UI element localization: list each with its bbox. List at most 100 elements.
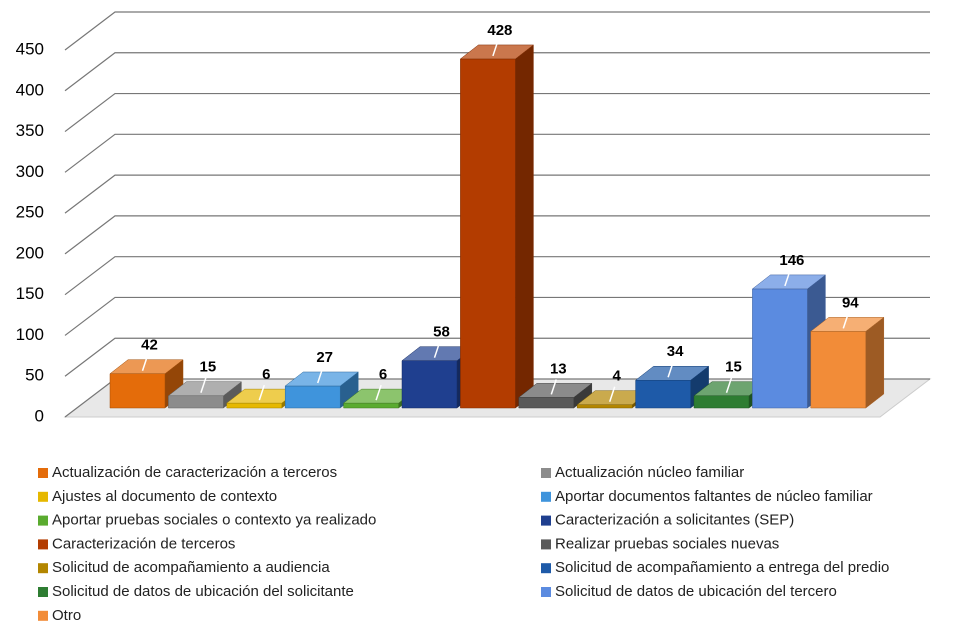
bar-front: [343, 402, 399, 409]
bar-side: [865, 316, 885, 409]
bar-front: [693, 395, 750, 409]
leader-line: [784, 270, 791, 287]
value-label: 146: [779, 252, 804, 269]
y-tick-label: 400: [16, 80, 44, 99]
bar-top: [109, 359, 184, 374]
leader-line: [550, 379, 558, 395]
legend-swatch: [541, 515, 551, 526]
y-tick-label: 100: [16, 325, 44, 344]
legend-label: Solicitud de acompañamiento a entrega de…: [555, 559, 889, 576]
legend-label: Solicitud de datos de ubicación del terc…: [555, 583, 837, 600]
grid-line: [64, 11, 930, 51]
bar-front: [284, 385, 341, 409]
y-tick-label: 450: [16, 39, 44, 58]
legend-swatch: [38, 610, 48, 621]
legend-swatch: [541, 491, 551, 502]
value-label: 13: [550, 360, 567, 377]
leader-line: [258, 384, 266, 401]
bar-top: [810, 317, 885, 332]
leader-line: [316, 367, 324, 384]
grid-line: [64, 337, 930, 377]
bar-top: [518, 383, 593, 398]
leader-line: [141, 355, 149, 371]
grid-line: [64, 215, 930, 255]
leader-line: [842, 313, 850, 329]
legend-label: Caracterización de terceros: [52, 535, 235, 552]
grid-line: [64, 256, 930, 296]
bar-front: [460, 58, 516, 409]
bar: [518, 382, 593, 409]
leader-line: [375, 384, 382, 401]
legend-swatch: [38, 468, 48, 478]
value-label: 4: [613, 368, 622, 385]
leader-line: [433, 342, 441, 358]
y-tick-label: 50: [25, 366, 44, 385]
grid-line: [64, 174, 930, 214]
y-tick-label: 300: [16, 162, 44, 181]
bar: [634, 365, 710, 409]
legend-swatch: [38, 563, 48, 574]
value-label: 6: [262, 366, 270, 383]
bar: [459, 44, 535, 409]
bar-front: [576, 404, 633, 409]
grid-line: [64, 133, 930, 173]
bar-top: [459, 44, 535, 60]
bar-front: [635, 380, 691, 409]
bar-top: [284, 371, 359, 387]
value-label: 27: [316, 349, 333, 366]
leader-line: [725, 377, 733, 394]
bar-front: [752, 288, 808, 409]
value-label: 15: [200, 359, 217, 376]
legend-label: Caracterización a solicitantes (SEP): [555, 512, 794, 529]
legend-swatch: [38, 491, 48, 502]
bar-top: [167, 381, 243, 397]
y-tick-label: 150: [16, 284, 44, 303]
legend-swatch: [541, 587, 551, 597]
bar-front: [518, 397, 575, 409]
legend-label: Actualización núcleo familiar: [555, 464, 744, 481]
legend-label: Actualización de caracterización a terce…: [52, 464, 337, 481]
y-tick-label: 250: [16, 203, 44, 222]
value-label: 94: [842, 294, 859, 311]
bar-front: [109, 373, 166, 409]
legend-label: Otro: [52, 607, 81, 623]
value-label: 6: [379, 366, 387, 383]
legend-label: Aportar pruebas sociales o contexto ya r…: [52, 512, 376, 529]
legend-swatch: [38, 539, 48, 550]
legend-label: Solicitud de datos de ubicación del soli…: [52, 583, 354, 600]
legend-label: Aportar documentos faltantes de núcleo f…: [555, 488, 873, 505]
leader-line: [608, 386, 616, 402]
leader-line: [667, 362, 674, 378]
legend-swatch: [38, 515, 48, 526]
value-label: 58: [433, 324, 450, 341]
legend-label: Ajustes al documento de contexto: [52, 488, 277, 505]
bar-top: [634, 366, 710, 381]
legend-swatch: [541, 563, 551, 574]
value-label: 34: [667, 343, 684, 360]
value-label: 42: [141, 337, 158, 354]
bar-front: [168, 395, 224, 409]
legend-label: Solicitud de acompañamiento a audiencia: [52, 559, 330, 576]
value-label: 428: [487, 22, 512, 39]
bar-side: [515, 44, 534, 409]
grid-line: [64, 92, 930, 133]
bar-front: [810, 331, 867, 409]
y-tick-label: 0: [35, 406, 44, 425]
y-tick-label: 350: [16, 121, 44, 140]
y-tick-label: 200: [16, 243, 44, 262]
grid-line: [64, 296, 930, 336]
leader-line: [492, 40, 499, 57]
leader-line: [200, 377, 207, 394]
bar: [284, 371, 359, 409]
legend-swatch: [38, 587, 48, 597]
legend-swatch: [541, 468, 551, 478]
bar-front: [401, 360, 458, 409]
bar-front: [226, 402, 283, 409]
grid-line: [64, 52, 930, 92]
legend-label: Realizar pruebas sociales nuevas: [555, 535, 779, 552]
bar-top: [751, 274, 827, 290]
bar: [810, 316, 885, 409]
legend-swatch: [541, 539, 551, 550]
value-label: 15: [725, 359, 742, 376]
